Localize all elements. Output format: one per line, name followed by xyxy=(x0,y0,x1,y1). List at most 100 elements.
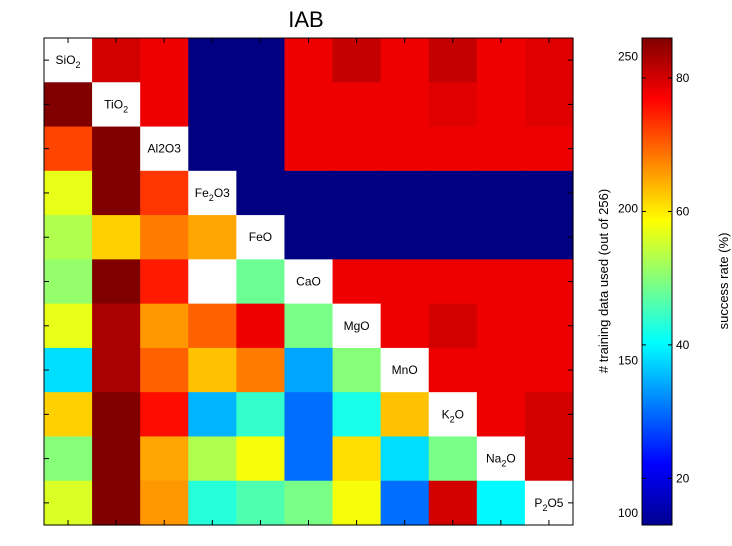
heatmap-cell-1-6 xyxy=(332,82,382,128)
heatmap-cell-3-8 xyxy=(428,170,478,216)
heatmap-cell-1-7 xyxy=(380,82,430,128)
heatmap-cell-3-1 xyxy=(92,170,141,216)
heatmap-cell-1-0 xyxy=(44,82,93,128)
heatmap-cell-8-6 xyxy=(332,392,382,438)
heatmap-cell-8-0 xyxy=(44,392,93,438)
heatmap-cell-2-2 xyxy=(140,126,189,172)
heatmap-cell-4-9 xyxy=(476,215,526,260)
heatmap-cell-0-0 xyxy=(44,38,93,83)
heatmap-cell-7-10 xyxy=(524,347,574,393)
heatmap-cell-3-7 xyxy=(380,170,430,216)
diag-label-8: K2O xyxy=(442,407,464,424)
heatmap-cell-2-3 xyxy=(188,126,237,172)
diag-label-7: MnO xyxy=(392,363,418,377)
heatmap-cell-6-9 xyxy=(476,303,526,349)
heatmap-cell-7-1 xyxy=(92,347,141,393)
heatmap-cell-0-5 xyxy=(284,38,334,83)
heatmap-cell-5-2 xyxy=(140,259,189,305)
cbar-tick-label-60: 60 xyxy=(676,204,690,218)
heatmap-cell-8-7 xyxy=(380,392,430,438)
heatmap-cell-10-5 xyxy=(284,480,334,526)
heatmap-frame xyxy=(43,37,574,526)
heatmap-ticks xyxy=(44,38,573,525)
diag-label-2: Al2O3 xyxy=(148,142,182,156)
heatmap-cell-1-5 xyxy=(284,82,334,128)
diag-label-3: Fe2O3 xyxy=(195,186,230,203)
diag-label-5: CaO xyxy=(296,275,321,289)
heatmap-cell-8-5 xyxy=(284,392,334,438)
sec-tick-label-150: 150 xyxy=(618,354,638,368)
heatmap-cell-9-10 xyxy=(524,436,574,482)
heatmap-cell-7-4 xyxy=(236,347,286,393)
sec-tick-label-250: 250 xyxy=(618,49,638,63)
heatmap-cell-7-6 xyxy=(332,347,382,393)
heatmap-cell-9-5 xyxy=(284,436,334,482)
heatmap-cell-10-1 xyxy=(92,480,141,526)
colorbar-label: success rate (%) xyxy=(716,233,731,330)
heatmap-cell-7-7 xyxy=(380,347,430,393)
heatmap-cell-3-5 xyxy=(284,170,334,216)
heatmap-cell-4-3 xyxy=(188,215,237,260)
heatmap-cell-1-2 xyxy=(140,82,189,128)
heatmap-cell-5-7 xyxy=(380,259,430,305)
heatmap-cell-3-6 xyxy=(332,170,382,216)
heatmap-cell-0-2 xyxy=(140,38,189,83)
heatmap-cell-6-4 xyxy=(236,303,286,349)
heatmap-cell-10-8 xyxy=(428,480,478,526)
heatmap-cell-9-7 xyxy=(380,436,430,482)
cbar-tick-label-80: 80 xyxy=(676,71,690,85)
heatmap-cell-6-0 xyxy=(44,303,93,349)
cbar-tick-label-20: 20 xyxy=(676,471,690,485)
heatmap-cell-4-7 xyxy=(380,215,430,260)
heatmap-cell-9-6 xyxy=(332,436,382,482)
heatmap-cell-10-7 xyxy=(380,480,430,526)
diag-label-9: Na2O xyxy=(486,452,516,469)
heatmap-cell-8-10 xyxy=(524,392,574,438)
heatmap-cell-8-9 xyxy=(476,392,526,438)
diag-label-6: MgO xyxy=(344,319,370,333)
heatmap-cell-0-1 xyxy=(92,38,141,83)
heatmap-cell-9-8 xyxy=(428,436,478,482)
heatmap-cell-10-2 xyxy=(140,480,189,526)
heatmap-cell-5-9 xyxy=(476,259,526,305)
heatmap-cell-9-2 xyxy=(140,436,189,482)
heatmap-cell-6-8 xyxy=(428,303,478,349)
diag-label-0: SiO2 xyxy=(56,53,81,70)
diag-label-10: P2O5 xyxy=(534,496,563,513)
heatmap-cell-3-0 xyxy=(44,170,93,216)
heatmap-cell-1-3 xyxy=(188,82,237,128)
heatmap-cell-0-9 xyxy=(476,38,526,83)
heatmap-cell-2-7 xyxy=(380,126,430,172)
heatmap-cell-4-10 xyxy=(524,215,574,260)
heatmap-cell-9-4 xyxy=(236,436,286,482)
heatmap-cell-10-4 xyxy=(236,480,286,526)
heatmap-cell-6-5 xyxy=(284,303,334,349)
heatmap-cell-7-9 xyxy=(476,347,526,393)
heatmap-cell-3-2 xyxy=(140,170,189,216)
heatmap-cell-0-3 xyxy=(188,38,237,83)
colorbar-ticks: 20 40 60 80 xyxy=(642,71,690,485)
heatmap-cell-5-0 xyxy=(44,259,93,305)
heatmap-cell-9-1 xyxy=(92,436,141,482)
heatmap-cell-1-4 xyxy=(236,82,286,128)
heatmap-cell-2-5 xyxy=(284,126,334,172)
heatmap-cell-5-3 xyxy=(188,259,237,305)
heatmap-cell-6-2 xyxy=(140,303,189,349)
heatmap-cell-2-1 xyxy=(92,126,141,172)
heatmap-cell-7-8 xyxy=(428,347,478,393)
sec-tick-label-200: 200 xyxy=(618,201,638,215)
heatmap-cell-2-9 xyxy=(476,126,526,172)
heatmap-cell-9-3 xyxy=(188,436,237,482)
heatmap-cell-6-7 xyxy=(380,303,430,349)
heatmap-cell-6-3 xyxy=(188,303,237,349)
heatmap-cell-5-6 xyxy=(332,259,382,305)
heatmap-cell-3-9 xyxy=(476,170,526,216)
secondary-axis-ticks: 100 150 200 250 xyxy=(618,49,638,520)
heatmap-cell-0-7 xyxy=(380,38,430,83)
colorbar xyxy=(641,37,673,526)
heatmap-cell-7-2 xyxy=(140,347,189,393)
heatmap-cell-0-4 xyxy=(236,38,286,83)
heatmap-cell-6-1 xyxy=(92,303,141,349)
heatmap-cell-9-0 xyxy=(44,436,93,482)
heatmap-cell-10-0 xyxy=(44,480,93,526)
